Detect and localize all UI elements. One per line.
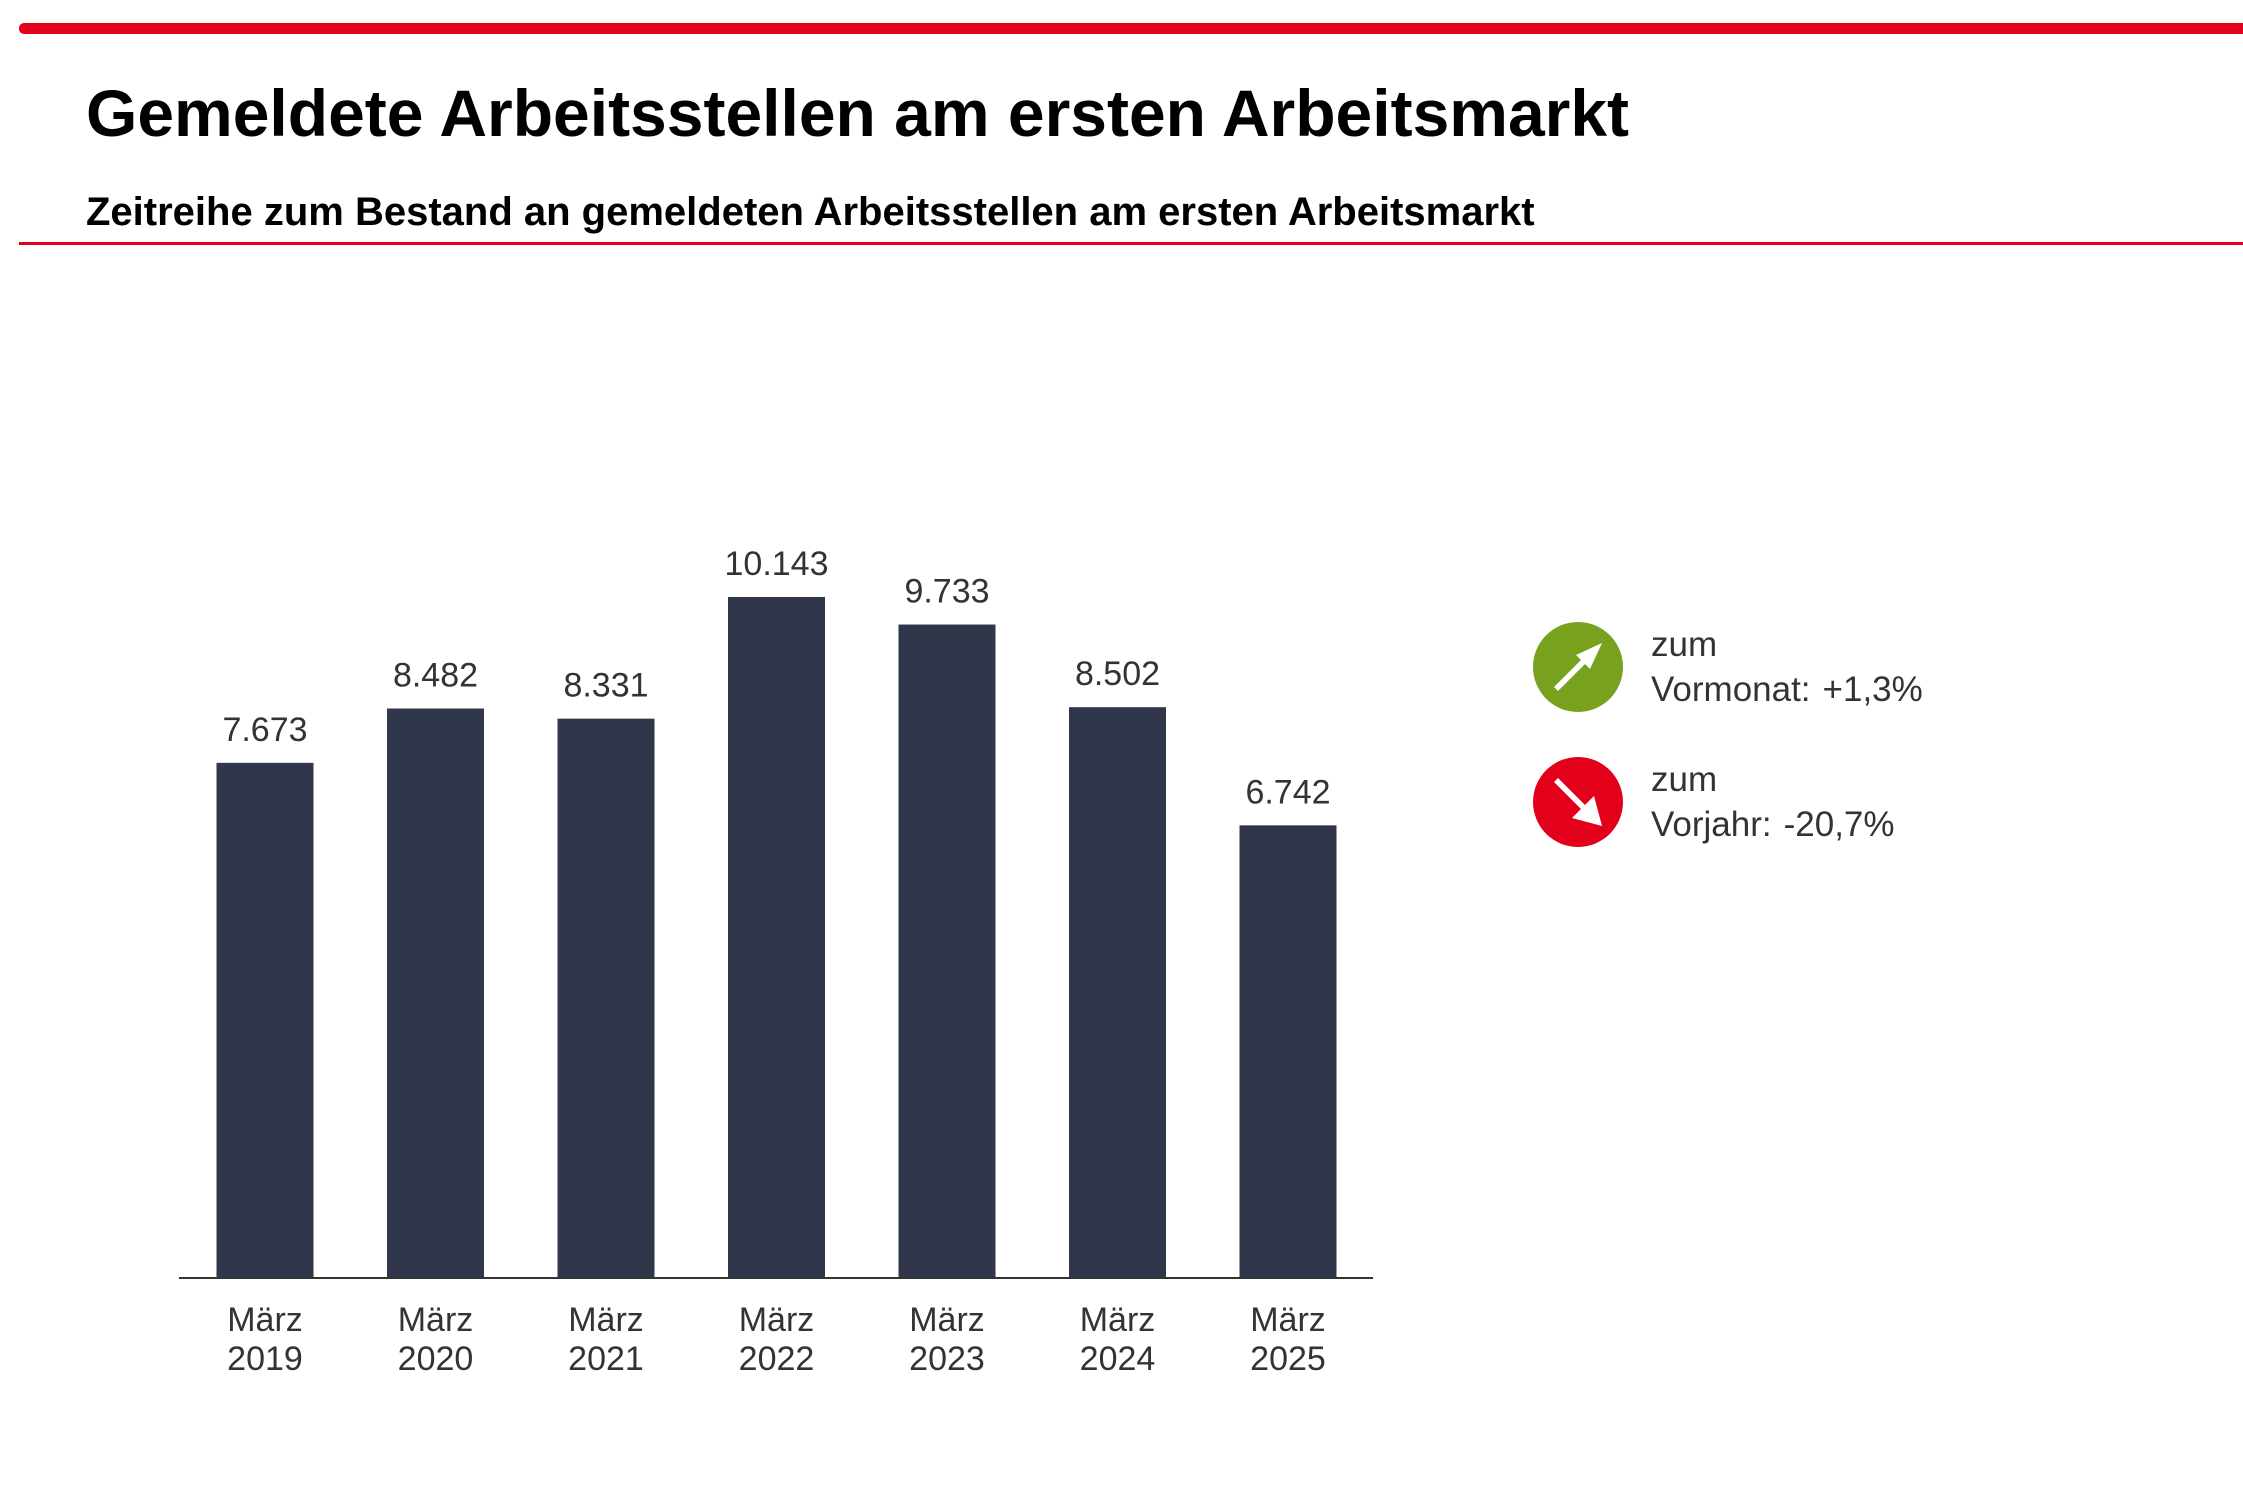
- x-tick-label: 2022: [739, 1340, 815, 1378]
- bar: [1239, 825, 1337, 1278]
- x-tick-label: März: [568, 1301, 644, 1339]
- indicator-prefix: zum: [1651, 760, 1718, 799]
- arrow-up-right-icon: [1533, 622, 1623, 712]
- x-tick-label: 2020: [398, 1340, 474, 1378]
- bar-value-label: 10.143: [725, 545, 829, 583]
- indicator-vormonat: zum Vormonat: +1,3%: [1533, 622, 2053, 714]
- page-title: Gemeldete Arbeitsstellen am ersten Arbei…: [86, 76, 1630, 150]
- bar: [387, 708, 484, 1278]
- page-subtitle: Zeitreihe zum Bestand an gemeldeten Arbe…: [86, 190, 1535, 234]
- bar-value-label: 9.733: [904, 573, 989, 611]
- x-tick-label: März: [1080, 1301, 1156, 1339]
- bar-value-label: 8.331: [563, 667, 648, 705]
- x-tick-label: März: [909, 1301, 985, 1339]
- x-tick-label: März: [398, 1301, 474, 1339]
- top-accent-rule: [19, 23, 2243, 34]
- x-tick-label: März: [227, 1301, 303, 1339]
- x-tick-label: März: [1250, 1301, 1326, 1339]
- x-tick-label: 2023: [909, 1340, 985, 1378]
- bar-value-label: 7.673: [222, 711, 307, 749]
- header-divider: [19, 242, 2243, 245]
- x-tick-label: 2021: [568, 1340, 644, 1378]
- x-tick-label: 2024: [1080, 1340, 1156, 1378]
- indicator-label: Vorjahr:: [1651, 805, 1772, 844]
- arrow-down-right-icon: [1533, 757, 1623, 847]
- bar: [216, 762, 314, 1278]
- bar: [557, 718, 655, 1278]
- bar: [1069, 707, 1166, 1278]
- x-tick-label: März: [739, 1301, 815, 1339]
- indicator-text: zum Vorjahr: -20,7%: [1651, 757, 1895, 847]
- indicator-value: -20,7%: [1783, 805, 1895, 844]
- bar-value-label: 8.482: [393, 657, 478, 695]
- x-tick-label: 2019: [227, 1340, 303, 1378]
- bar-chart: 7.673März20198.482März20208.331März20211…: [179, 545, 1373, 1378]
- indicator-vorjahr: zum Vorjahr: -20,7%: [1533, 757, 2053, 849]
- indicator-text: zum Vormonat: +1,3%: [1651, 622, 1923, 712]
- x-tick-label: 2025: [1250, 1340, 1326, 1378]
- bar: [898, 624, 996, 1278]
- indicator-label: Vormonat:: [1651, 670, 1811, 709]
- bar: [728, 597, 825, 1278]
- bar-value-label: 8.502: [1075, 655, 1160, 693]
- indicator-prefix: zum: [1651, 625, 1718, 664]
- bar-value-label: 6.742: [1245, 773, 1330, 811]
- indicator-value: +1,3%: [1822, 670, 1923, 709]
